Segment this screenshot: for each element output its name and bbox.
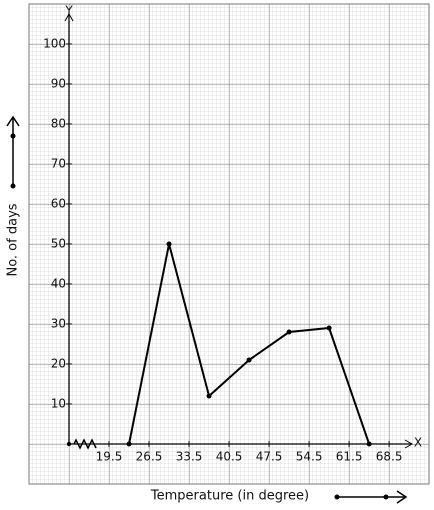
x-axis-name: X <box>414 436 422 450</box>
x-axis-arrow <box>404 439 414 449</box>
point <box>366 441 372 447</box>
y-tick-label: 70 <box>51 157 66 171</box>
x-axis-title: Temperature (in degree) <box>150 489 309 504</box>
y-tick-label: 90 <box>51 77 66 91</box>
x-tick-label: 61.5 <box>336 450 363 464</box>
x-tick-label: 47.5 <box>256 450 283 464</box>
x-tick-label: 40.5 <box>216 450 243 464</box>
x-tick-label: 26.5 <box>136 450 163 464</box>
point <box>166 241 172 247</box>
y-tick-label: 10 <box>51 397 66 411</box>
x-tick-label: 33.5 <box>176 450 203 464</box>
y-axis-arrow <box>64 12 74 22</box>
y-tick-label: 30 <box>51 317 66 331</box>
point <box>246 357 252 363</box>
y-tick-label: 100 <box>43 37 66 51</box>
y-tick-label: 80 <box>51 117 66 131</box>
decor-arrows <box>6 115 408 504</box>
y-tick-label: 60 <box>51 197 66 211</box>
y-axis-title: No. of days <box>6 203 21 276</box>
point <box>286 329 292 335</box>
y-tick-label: 50 <box>51 237 66 251</box>
point <box>326 325 332 331</box>
y-tick-label: 40 <box>51 277 66 291</box>
x-tick-label: 68.5 <box>376 450 403 464</box>
y-axis-name: Y <box>64 4 73 18</box>
graph-paper-major <box>28 3 430 485</box>
axis-break <box>73 438 97 450</box>
origin-dot <box>66 441 72 447</box>
x-tick-label: 19.5 <box>96 450 123 464</box>
point <box>126 441 132 447</box>
y-tick-label: 20 <box>51 357 66 371</box>
x-tick-label: 54.5 <box>296 450 323 464</box>
point <box>206 393 212 399</box>
